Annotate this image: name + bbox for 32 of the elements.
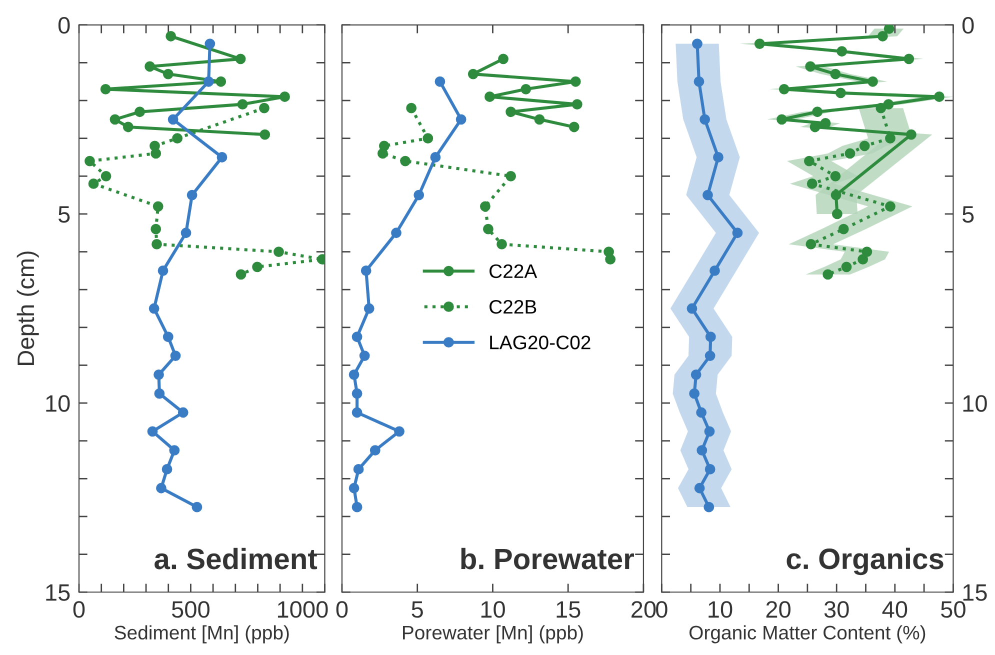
y-axis-title: Depth (cm) (16, 252, 39, 365)
y-tick-label: 0 (58, 16, 70, 34)
x-tick-label: 40 (882, 601, 908, 618)
x-tick-label: 50 (941, 601, 966, 618)
x-tick-label: 5 (412, 601, 423, 618)
y-tick-label: 0 (962, 16, 974, 34)
legend-label: LAG20-C02 (490, 336, 590, 350)
text: a. Sediment (154, 548, 318, 570)
y-tick-label: 5 (962, 206, 974, 223)
y-tick-label: 10 (963, 395, 987, 412)
legend-label: C22A (490, 264, 538, 278)
x-axis-title: Organic Matter Content (%) (690, 625, 926, 644)
legend-label: C22B (490, 300, 536, 314)
text: c. Organics (786, 548, 944, 576)
x-tick-label: 1000 (278, 601, 328, 618)
x-axis-title: Porewater [Mn] (ppb) (403, 625, 583, 644)
x-tick-label: 10 (481, 601, 505, 618)
x-tick-label: 500 (172, 601, 210, 618)
text: b. Porewater (461, 548, 634, 570)
y-tick-label: 15 (46, 584, 70, 601)
x-axis-title: Sediment [Mn] (ppb) (114, 625, 289, 644)
y-tick-label: 5 (58, 206, 70, 223)
y-tick-label: 15 (963, 584, 987, 601)
x-tick-label: 0 (73, 601, 85, 618)
x-tick-label: 30 (824, 601, 849, 618)
x-tick-label: 20 (632, 601, 656, 618)
x-tick-label: 20 (766, 601, 790, 618)
x-tick-label: 15 (556, 601, 580, 618)
x-tick-label: 0 (656, 601, 668, 618)
y-tick-label: 10 (46, 395, 70, 412)
x-tick-label: 0 (336, 601, 348, 618)
x-tick-label: 10 (708, 601, 732, 618)
